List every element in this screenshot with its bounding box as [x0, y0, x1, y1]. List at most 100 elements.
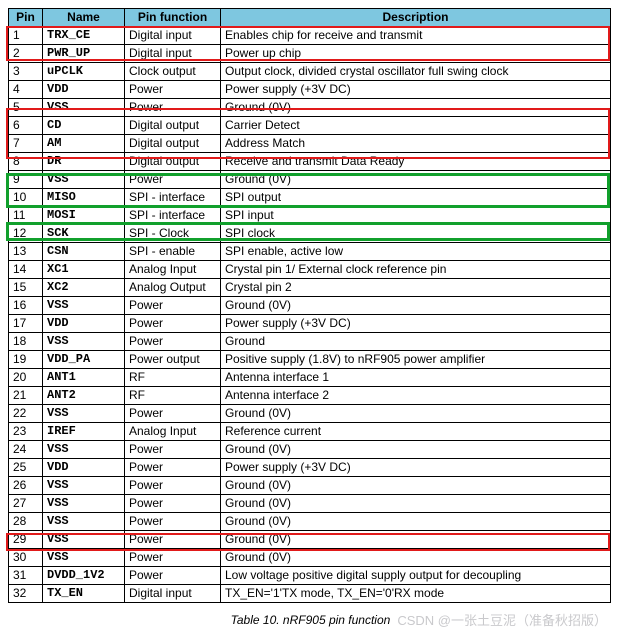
cell-desc: Antenna interface 1 [221, 369, 611, 387]
cell-pin: 28 [9, 513, 43, 531]
cell-desc: Enables chip for receive and transmit [221, 27, 611, 45]
col-func: Pin function [125, 9, 221, 27]
cell-desc: Positive supply (1.8V) to nRF905 power a… [221, 351, 611, 369]
cell-func: Digital output [125, 117, 221, 135]
cell-desc: Power supply (+3V DC) [221, 459, 611, 477]
cell-func: Digital output [125, 153, 221, 171]
table-row: 22VSSPowerGround (0V) [9, 405, 611, 423]
cell-pin: 25 [9, 459, 43, 477]
cell-func: Analog Input [125, 261, 221, 279]
cell-func: Power [125, 441, 221, 459]
cell-desc: Ground (0V) [221, 405, 611, 423]
cell-pin: 15 [9, 279, 43, 297]
cell-pin: 12 [9, 225, 43, 243]
cell-pin: 16 [9, 297, 43, 315]
cell-name: DR [43, 153, 125, 171]
cell-pin: 10 [9, 189, 43, 207]
cell-name: VSS [43, 441, 125, 459]
cell-name: XC2 [43, 279, 125, 297]
table-row: 19VDD_PAPower outputPositive supply (1.8… [9, 351, 611, 369]
cell-func: SPI - enable [125, 243, 221, 261]
cell-pin: 19 [9, 351, 43, 369]
cell-pin: 20 [9, 369, 43, 387]
cell-desc: SPI clock [221, 225, 611, 243]
cell-func: Power [125, 333, 221, 351]
cell-name: PWR_UP [43, 45, 125, 63]
cell-func: Digital input [125, 27, 221, 45]
cell-pin: 32 [9, 585, 43, 603]
cell-name: VSS [43, 99, 125, 117]
table-row: 25VDDPowerPower supply (+3V DC) [9, 459, 611, 477]
cell-func: Analog Input [125, 423, 221, 441]
cell-func: Power [125, 459, 221, 477]
cell-func: Power [125, 405, 221, 423]
cell-func: Power [125, 99, 221, 117]
cell-func: Power [125, 297, 221, 315]
cell-pin: 6 [9, 117, 43, 135]
cell-func: Clock output [125, 63, 221, 81]
cell-desc: Low voltage positive digital supply outp… [221, 567, 611, 585]
cell-func: Power [125, 495, 221, 513]
cell-desc: Ground (0V) [221, 531, 611, 549]
cell-name: VSS [43, 297, 125, 315]
table-row: 7AMDigital outputAddress Match [9, 135, 611, 153]
cell-desc: Output clock, divided crystal oscillator… [221, 63, 611, 81]
table-row: 5VSSPowerGround (0V) [9, 99, 611, 117]
table-row: 11MOSISPI - interfaceSPI input [9, 207, 611, 225]
table-caption: Table 10. nRF905 pin function [8, 613, 613, 627]
cell-pin: 2 [9, 45, 43, 63]
cell-desc: Ground (0V) [221, 171, 611, 189]
col-pin: Pin [9, 9, 43, 27]
cell-pin: 31 [9, 567, 43, 585]
cell-name: MOSI [43, 207, 125, 225]
table-row: 13CSNSPI - enableSPI enable, active low [9, 243, 611, 261]
cell-pin: 5 [9, 99, 43, 117]
cell-name: VDD_PA [43, 351, 125, 369]
table-row: 3uPCLKClock outputOutput clock, divided … [9, 63, 611, 81]
cell-desc: Power supply (+3V DC) [221, 81, 611, 99]
table-row: 10MISOSPI - interfaceSPI output [9, 189, 611, 207]
table-row: 15XC2Analog OutputCrystal pin 2 [9, 279, 611, 297]
cell-name: VSS [43, 477, 125, 495]
table-row: 23IREFAnalog InputReference current [9, 423, 611, 441]
cell-pin: 26 [9, 477, 43, 495]
table-row: 6CDDigital outputCarrier Detect [9, 117, 611, 135]
cell-pin: 27 [9, 495, 43, 513]
cell-pin: 21 [9, 387, 43, 405]
table-row: 26VSSPowerGround (0V) [9, 477, 611, 495]
cell-func: SPI - Clock [125, 225, 221, 243]
cell-desc: Address Match [221, 135, 611, 153]
cell-pin: 9 [9, 171, 43, 189]
cell-pin: 29 [9, 531, 43, 549]
cell-name: VDD [43, 459, 125, 477]
cell-pin: 4 [9, 81, 43, 99]
cell-name: IREF [43, 423, 125, 441]
cell-desc: Crystal pin 1/ External clock reference … [221, 261, 611, 279]
table-row: 1TRX_CEDigital inputEnables chip for rec… [9, 27, 611, 45]
cell-func: Power [125, 81, 221, 99]
cell-desc: Ground (0V) [221, 549, 611, 567]
cell-pin: 3 [9, 63, 43, 81]
cell-desc: Receive and transmit Data Ready [221, 153, 611, 171]
cell-func: Analog Output [125, 279, 221, 297]
cell-name: XC1 [43, 261, 125, 279]
cell-name: VSS [43, 405, 125, 423]
cell-func: SPI - interface [125, 207, 221, 225]
cell-func: Power [125, 315, 221, 333]
cell-desc: Power supply (+3V DC) [221, 315, 611, 333]
cell-name: VDD [43, 81, 125, 99]
table-row: 30VSSPowerGround (0V) [9, 549, 611, 567]
cell-desc: TX_EN='1'TX mode, TX_EN='0'RX mode [221, 585, 611, 603]
table-row: 17VDDPowerPower supply (+3V DC) [9, 315, 611, 333]
cell-pin: 11 [9, 207, 43, 225]
table-row: 31DVDD_1V2PowerLow voltage positive digi… [9, 567, 611, 585]
cell-func: Power [125, 567, 221, 585]
cell-name: CD [43, 117, 125, 135]
cell-desc: Power up chip [221, 45, 611, 63]
cell-func: Power [125, 171, 221, 189]
table-row: 2PWR_UPDigital inputPower up chip [9, 45, 611, 63]
table-row: 9VSSPowerGround (0V) [9, 171, 611, 189]
table-row: 29VSSPowerGround (0V) [9, 531, 611, 549]
cell-desc: Ground (0V) [221, 441, 611, 459]
table-row: 24VSSPowerGround (0V) [9, 441, 611, 459]
